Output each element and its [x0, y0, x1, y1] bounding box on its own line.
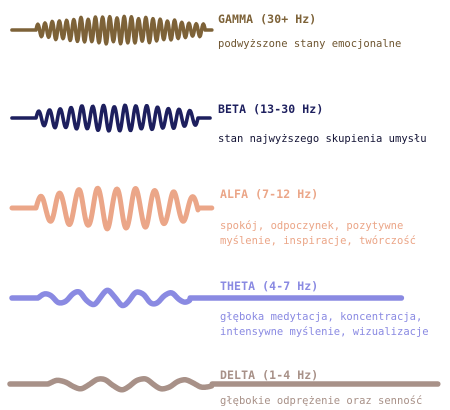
gamma-description: podwyższone stany emocjonalne [218, 37, 401, 52]
theta-wave [9, 287, 405, 309]
alfa-wave [9, 185, 215, 232]
gamma-wave [10, 14, 214, 46]
gamma-description-line: podwyższone stany emocjonalne [218, 38, 402, 50]
gamma-title: GAMMA (30+ Hz) [218, 12, 317, 26]
alfa-description-line-2: myślenie, inspiracje, twórczość [220, 235, 416, 247]
beta-description: stan najwyższego skupienia umysłu [218, 132, 427, 147]
alfa-description-line-1: spokój, odpoczynek, pozytywne [220, 220, 404, 232]
theta-title: THETA (4-7 Hz) [220, 279, 319, 293]
delta-description: głębokie odprężenie oraz senność [220, 394, 422, 409]
alfa-description: spokój, odpoczynek, pozytywne myślenie, … [220, 219, 416, 249]
alfa-title: ALFA (7-12 Hz) [220, 187, 319, 201]
theta-description-line-1: głęboka medytacja, koncentracja, [220, 311, 423, 323]
delta-title: DELTA (1-4 Hz) [220, 368, 319, 382]
theta-description: głęboka medytacja, koncentracja, intensy… [220, 310, 429, 340]
delta-description-line: głębokie odprężenie oraz senność [220, 395, 423, 407]
beta-wave [10, 103, 212, 133]
delta-wave [7, 376, 441, 393]
beta-title: BETA (13-30 Hz) [218, 102, 324, 116]
beta-description-line: stan najwyższego skupienia umysłu [218, 133, 427, 145]
theta-description-line-2: intensywne myślenie, wizualizacje [220, 326, 429, 338]
